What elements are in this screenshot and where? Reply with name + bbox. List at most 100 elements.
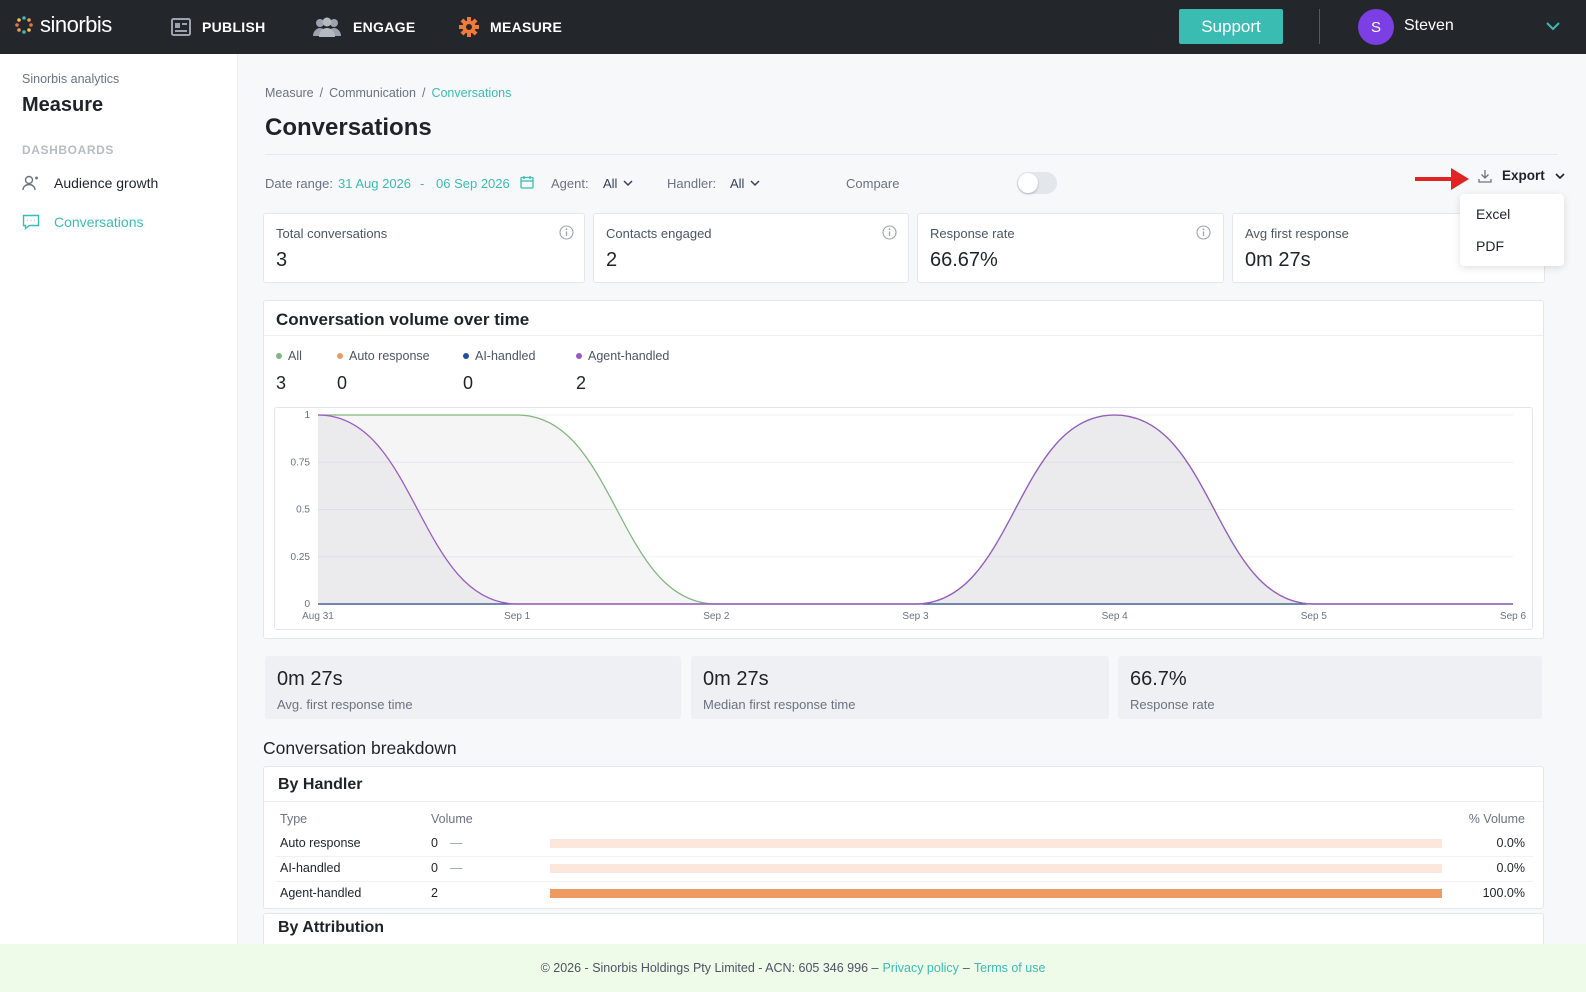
date-from[interactable]: 31 Aug 2026	[338, 176, 412, 191]
legend-label: AI-handled	[475, 349, 536, 363]
legend-value-all: 3	[276, 373, 287, 393]
legend-auto-response[interactable]: Auto response	[337, 349, 430, 363]
support-button[interactable]: Support	[1179, 9, 1283, 44]
info-icon[interactable]	[882, 225, 897, 240]
publish-icon	[171, 18, 191, 36]
row-divider	[276, 856, 1533, 857]
compare-toggle[interactable]	[1017, 172, 1057, 194]
legend-agent-handled[interactable]: Agent-handled	[576, 349, 669, 363]
column-header-volume: Volume	[431, 812, 473, 826]
x-tick-label: Sep 4	[1102, 611, 1129, 622]
breadcrumb: Measure / Communication / Conversations	[265, 86, 511, 100]
stat-value: 66.7%	[1130, 668, 1187, 690]
legend-all[interactable]: All	[276, 349, 302, 363]
nav-measure[interactable]: MEASURE	[458, 0, 562, 54]
x-tick-label: Sep 1	[504, 611, 531, 622]
card-title: By Handler	[278, 776, 363, 793]
stat-card-median-first-response: 0m 27s Median first response time	[691, 656, 1109, 719]
nav-measure-label: MEASURE	[490, 19, 563, 35]
export-option-excel[interactable]: Excel	[1476, 206, 1511, 222]
kpi-value: 2	[606, 249, 618, 271]
kpi-label: Avg first response	[1245, 226, 1349, 241]
info-icon[interactable]	[1196, 225, 1211, 240]
row-volume: 0	[431, 861, 438, 875]
section-title: Conversation breakdown	[263, 738, 457, 758]
download-icon	[1478, 169, 1492, 183]
series-line	[317, 414, 1513, 605]
table-row: Agent-handled 2 100.0%	[264, 881, 1543, 906]
breadcrumb-measure[interactable]: Measure	[265, 86, 314, 100]
handler-chevron-down-icon[interactable]	[750, 176, 760, 191]
y-tick-label: 0.25	[291, 552, 311, 563]
kpi-label: Contacts engaged	[606, 226, 712, 241]
table-row: AI-handled 0 — 0.0%	[264, 856, 1543, 881]
calendar-icon[interactable]	[520, 175, 534, 192]
series-area	[318, 415, 1513, 604]
sidebar: Sinorbis analytics Measure DASHBOARDS Au…	[0, 54, 238, 944]
x-tick-label: Aug 31	[302, 611, 334, 622]
legend-value-auto-response: 0	[337, 373, 348, 393]
stat-card-response-rate: 66.7% Response rate	[1118, 656, 1542, 719]
brand-logo[interactable]: sinorbis	[14, 12, 112, 38]
chart-header: Conversation volume over time	[264, 301, 1543, 336]
footer-copyright: © 2026 - Sinorbis Holdings Pty Limited -…	[540, 961, 879, 975]
y-tick-label: 0.75	[291, 457, 311, 468]
legend-dot	[463, 353, 469, 359]
kpi-card-response-rate: Response rate 66.67%	[917, 213, 1224, 283]
legend-label: All	[288, 349, 302, 363]
stat-value: 0m 27s	[703, 668, 769, 690]
privacy-policy-link[interactable]: Privacy policy	[882, 961, 959, 975]
nav-divider	[1319, 9, 1320, 44]
handler-select[interactable]: All	[730, 176, 745, 191]
row-divider	[276, 881, 1533, 882]
card-header: By Handler	[264, 767, 1543, 802]
y-tick-label: 0	[304, 599, 310, 610]
row-percent: 100.0%	[1482, 886, 1525, 900]
row-type: Agent-handled	[280, 886, 362, 900]
agent-chevron-down-icon[interactable]	[623, 176, 633, 191]
export-option-pdf[interactable]: PDF	[1476, 238, 1504, 254]
user-name[interactable]: Steven	[1404, 17, 1454, 34]
chevron-down-icon[interactable]	[1545, 18, 1561, 34]
nav-publish[interactable]: PUBLISH	[170, 0, 266, 54]
row-percent: 0.0%	[1496, 861, 1526, 875]
volume-bar-fill	[550, 889, 1442, 898]
compare-label: Compare	[846, 176, 900, 191]
sidebar-item-audience-growth[interactable]: Audience growth	[22, 174, 158, 192]
sidebar-item-conversations[interactable]: Conversations	[22, 213, 144, 231]
export-button[interactable]: Export	[1478, 168, 1565, 183]
top-nav-bar: sinorbis PUBLISH ENGAGE MEASURE Support …	[0, 0, 1586, 54]
audience-icon	[22, 175, 38, 191]
terms-of-use-link[interactable]: Terms of use	[973, 961, 1046, 975]
handler-label: Handler:	[667, 176, 717, 191]
avatar[interactable]: S	[1358, 9, 1394, 45]
info-icon[interactable]	[559, 225, 574, 240]
sidebar-subtitle: Sinorbis analytics	[22, 72, 120, 86]
legend-dot	[276, 353, 282, 359]
volume-bar-track	[550, 864, 1442, 873]
kpi-label: Response rate	[930, 226, 1015, 241]
breadcrumb-communication[interactable]: Communication	[329, 86, 416, 100]
by-handler-card: By Handler Type Volume % Volume Auto res…	[263, 766, 1544, 909]
y-tick-label: 0.5	[296, 505, 310, 516]
legend-label: Agent-handled	[588, 349, 670, 363]
kpi-value: 0m 27s	[1245, 249, 1311, 271]
row-dash: —	[450, 836, 463, 850]
chart-title: Conversation volume over time	[276, 310, 530, 329]
date-to[interactable]: 06 Sep 2026	[436, 176, 510, 191]
sidebar-item-label: Conversations	[54, 214, 144, 230]
sidebar-section-heading: DASHBOARDS	[22, 143, 115, 157]
kpi-value: 66.67%	[930, 249, 998, 271]
agent-label: Agent:	[551, 176, 589, 191]
users-icon	[313, 17, 341, 37]
agent-select[interactable]: All	[603, 176, 618, 191]
x-tick-label: Sep 2	[703, 611, 730, 622]
legend-ai-handled[interactable]: AI-handled	[463, 349, 535, 363]
row-volume: 0	[431, 836, 438, 850]
kpi-label: Total conversations	[276, 226, 388, 241]
footer: © 2026 - Sinorbis Holdings Pty Limited -…	[0, 944, 1586, 992]
table-row: Auto response 0 — 0.0%	[264, 831, 1543, 856]
divider	[265, 154, 1558, 155]
breadcrumb-current: Conversations	[431, 86, 512, 100]
nav-engage[interactable]: ENGAGE	[311, 0, 415, 54]
